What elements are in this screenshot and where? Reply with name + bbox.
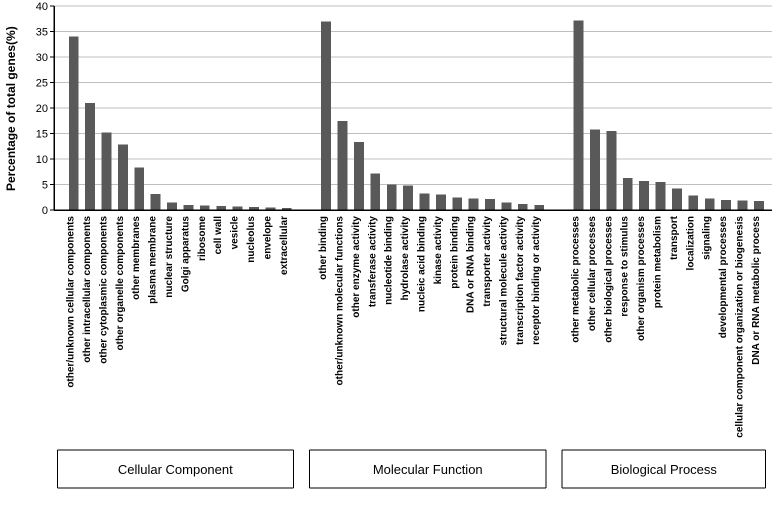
bar: [590, 129, 600, 210]
y-tick-label: 15: [36, 129, 48, 141]
bar: [672, 189, 682, 210]
bar-label: other organelle components: [115, 216, 126, 351]
group-label: Molecular Function: [373, 462, 483, 477]
bar: [469, 198, 479, 210]
bar-label: protein metabolism: [653, 216, 664, 308]
bar: [403, 186, 413, 210]
bar: [151, 194, 161, 210]
bar: [502, 202, 512, 210]
bar-label: vesicle: [230, 216, 241, 250]
bar: [705, 198, 715, 210]
bar-label: nuclear structure: [164, 216, 175, 298]
bar-label: developmental processes: [718, 216, 729, 339]
bar-label: nucleolus: [246, 216, 257, 263]
y-tick-label: 30: [36, 52, 48, 64]
bar-label: transport: [669, 215, 680, 260]
bar: [85, 103, 95, 210]
bar: [321, 21, 331, 210]
bar-label: transporter activity: [482, 216, 493, 307]
bar: [656, 182, 666, 210]
bar-label: plasma membrane: [148, 216, 159, 304]
bar-label: DNA or RNA binding: [466, 216, 477, 313]
bar-label: localization: [685, 216, 696, 270]
bar: [354, 142, 364, 210]
bar: [167, 202, 177, 210]
bar-label: structural molecule activity: [498, 216, 509, 346]
bar: [518, 204, 528, 210]
group-label: Cellular Component: [118, 462, 233, 477]
bar-label: cell wall: [213, 216, 224, 255]
bar-label: other metabolic processes: [571, 216, 582, 343]
bar-label: envelope: [262, 216, 273, 260]
bar-label: other cellular processes: [587, 216, 598, 331]
bar-label: Golgi apparatus: [180, 216, 191, 293]
bar-label: transcription factor activity: [515, 216, 526, 345]
bar: [436, 195, 446, 210]
bar: [338, 121, 348, 210]
bar: [118, 145, 128, 210]
bar-label: other/unknown cellular components: [66, 216, 77, 388]
bar-label: receptor binding or activity: [531, 216, 542, 345]
group-label: Biological Process: [611, 462, 718, 477]
bar: [420, 194, 430, 210]
bar-label: kinase activity: [433, 216, 444, 285]
bar: [134, 168, 144, 210]
bar: [534, 205, 544, 210]
bar: [184, 205, 194, 210]
bar-label: other intracellular components: [82, 216, 93, 363]
bar: [688, 196, 698, 210]
bar: [387, 185, 397, 211]
bar-label: other binding: [318, 216, 329, 280]
y-tick-label: 20: [36, 103, 48, 115]
bar-label: DNA or RNA metabolic process: [751, 216, 762, 365]
bar-label: hydrolase activity: [400, 216, 411, 301]
bar-label: other enzyme activity: [351, 216, 362, 318]
bar: [69, 37, 79, 210]
bar-label: transferase activity: [367, 216, 378, 308]
bar-label: extracellular: [279, 216, 290, 275]
bar-label: protein binding: [449, 216, 460, 289]
y-tick-label: 5: [42, 180, 48, 192]
bar-label: response to stimulus: [620, 216, 631, 317]
y-tick-label: 10: [36, 154, 48, 166]
bar: [623, 178, 633, 210]
bar: [639, 181, 649, 210]
y-tick-label: 40: [36, 1, 48, 13]
bar: [485, 199, 495, 210]
chart-svg: 0 5 10 15 20 25 30 35 40 other/unknown cellular c…: [0, 0, 777, 510]
bar-label: other biological processes: [603, 216, 614, 343]
y-tick-label: 35: [36, 27, 48, 39]
bar-label: signaling: [702, 216, 713, 260]
bar: [754, 201, 764, 210]
bar-label: nucleotide binding: [384, 216, 395, 305]
bar-label: cellular component organization or bioge…: [734, 216, 745, 438]
bar: [370, 173, 380, 210]
bar: [738, 200, 748, 210]
bar-label: other membranes: [131, 216, 142, 300]
bar: [102, 132, 112, 210]
go-annotation-chart: Percentage of total genes(%) 05101520253…: [0, 0, 777, 510]
bar: [452, 197, 462, 210]
bar: [606, 131, 616, 210]
bar-label: other organism processes: [636, 216, 647, 341]
y-tick-label: 0: [42, 205, 48, 217]
bar-label: other/unknown molecular functions: [335, 216, 346, 386]
bar-label: ribosome: [197, 216, 208, 261]
y-tick-label: 25: [36, 78, 48, 90]
bar: [574, 20, 584, 210]
bar-label: nucleic acid binding: [416, 216, 427, 312]
bar: [721, 200, 731, 210]
bar-label: other cytoplasmic components: [98, 216, 109, 364]
